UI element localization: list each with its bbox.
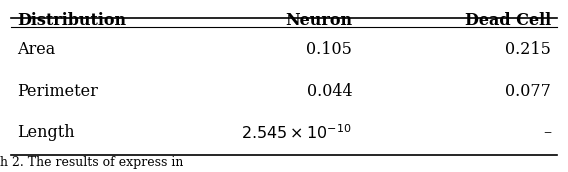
Text: Perimeter: Perimeter — [17, 83, 98, 100]
Text: 0.215: 0.215 — [505, 41, 551, 58]
Text: Neuron: Neuron — [285, 12, 352, 29]
Text: Area: Area — [17, 41, 55, 58]
Text: Length: Length — [17, 124, 74, 141]
Text: Distribution: Distribution — [17, 12, 126, 29]
Text: 0.077: 0.077 — [505, 83, 551, 100]
Text: h 2. The results of express in: h 2. The results of express in — [0, 155, 183, 169]
Text: $2.545 \times 10^{-10}$: $2.545 \times 10^{-10}$ — [241, 124, 352, 143]
Text: 0.105: 0.105 — [306, 41, 352, 58]
Text: Dead Cell: Dead Cell — [465, 12, 551, 29]
Text: 0.044: 0.044 — [307, 83, 352, 100]
Text: –: – — [543, 124, 551, 141]
